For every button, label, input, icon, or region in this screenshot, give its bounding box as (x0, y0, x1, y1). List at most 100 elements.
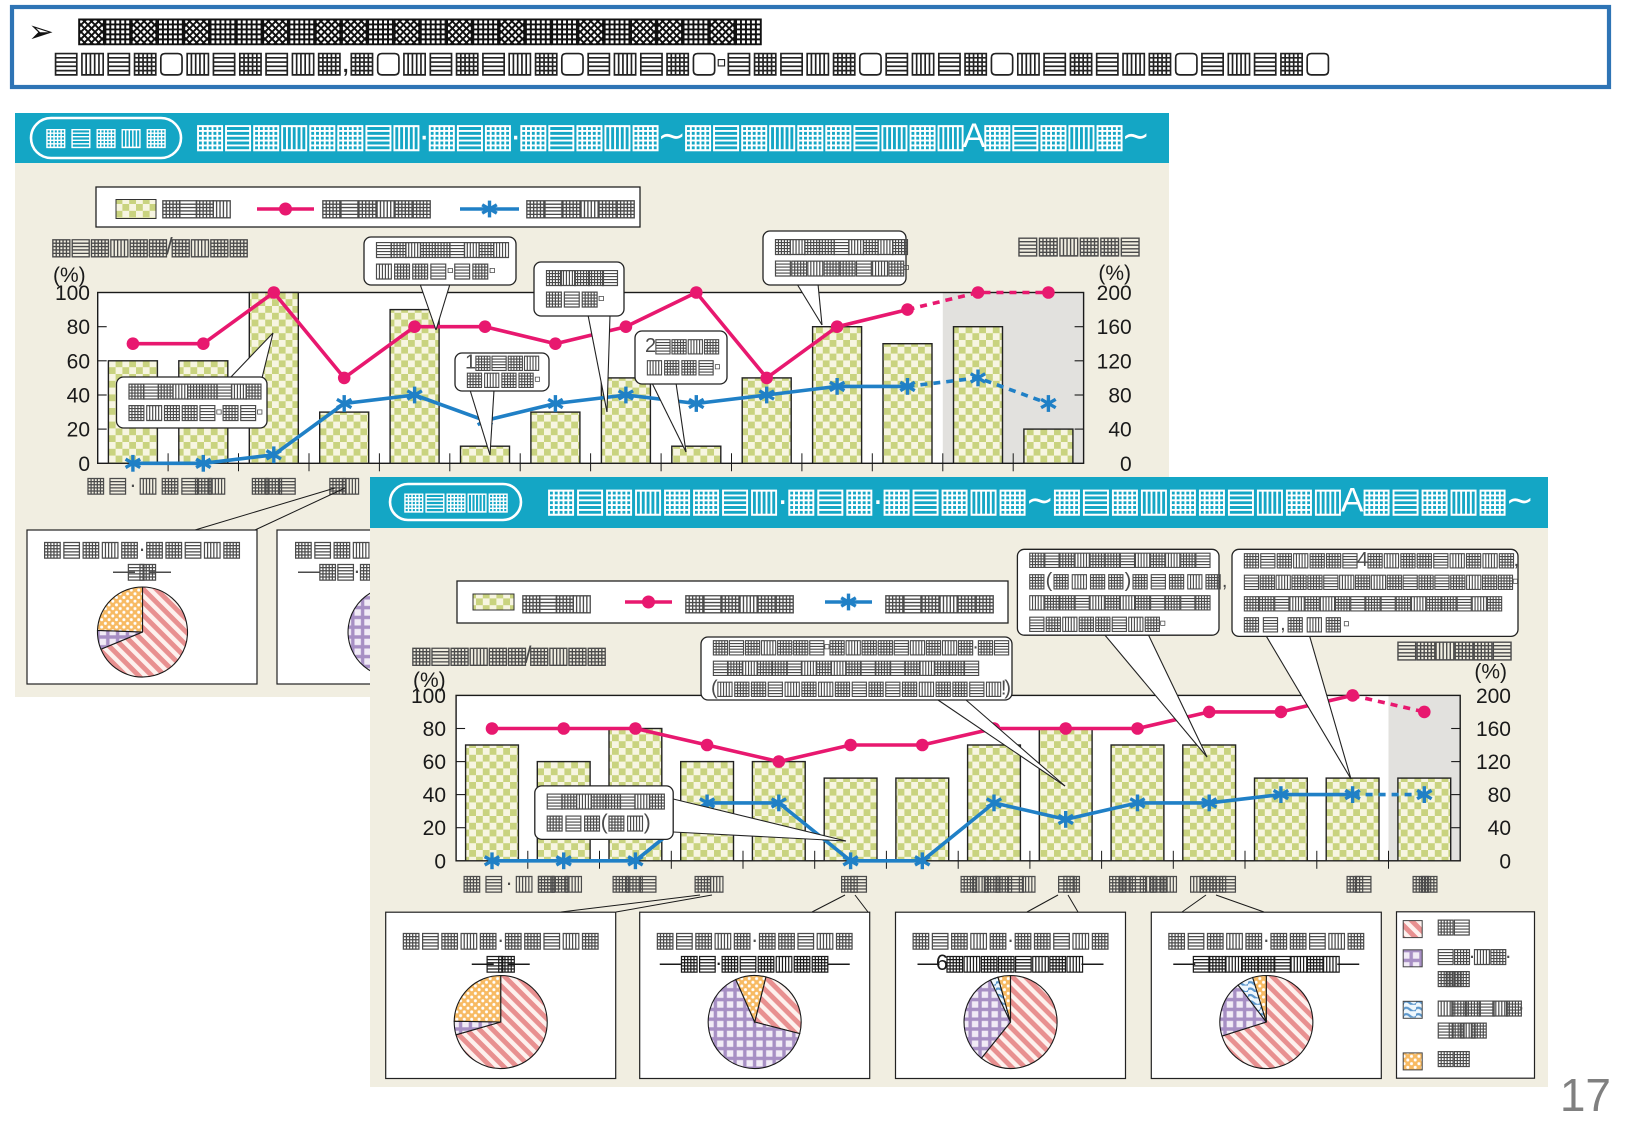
svg-text:▦▤▦▥▦▦: ▦▤▦▥▦▦ (683, 590, 796, 617)
svg-text:▦▥▦▦▫: ▦▥▦▦▫ (465, 369, 541, 391)
svg-text:60: 60 (423, 751, 446, 774)
svg-text:0: 0 (1120, 453, 1132, 476)
svg-text:▦▤▦▥▦▦/▦▥▦▦: ▦▤▦▥▦▦/▦▥▦▦ (50, 234, 250, 261)
svg-text:40: 40 (67, 385, 90, 408)
svg-text:17: 17 (1560, 1069, 1611, 1121)
svg-text:▦▤·▥▦: ▦▤·▥▦ (462, 870, 557, 895)
svg-text:80: 80 (67, 316, 90, 339)
svg-text:120: 120 (1476, 751, 1511, 774)
svg-text:▦▤▦▥▦: ▦▤▦▥▦ (402, 488, 510, 516)
svg-text:(%): (%) (53, 264, 86, 287)
svg-text:80: 80 (1108, 385, 1131, 408)
svg-text:▥▦▦▤▥▦·: ▥▦▦▤▥▦· (1436, 996, 1525, 1019)
svg-text:▦▤: ▦▤ (1345, 870, 1374, 895)
svg-text:▦▤▦▥▦·▦▦▤▥▦: ▦▤▦▥▦·▦▦▤▥▦ (1166, 927, 1366, 952)
svg-text:▤▦·▥▦·: ▤▦·▥▦· (1436, 945, 1512, 968)
svg-text:100: 100 (411, 685, 446, 708)
svg-text:(%): (%) (413, 669, 446, 692)
svg-text:80: 80 (1488, 784, 1511, 807)
svg-text:―▦▤·▦▤▦▥▦▦―: ―▦▤·▦▤▦▥▦▦― (660, 950, 850, 975)
svg-text:▦▥: ▦▥ (693, 870, 726, 895)
svg-text:▦▤▦▥▦▦/▦▥▦▦: ▦▤▦▥▦▦/▦▥▦▦ (410, 642, 608, 669)
svg-text:―▤▦―: ―▤▦― (472, 950, 530, 975)
svg-text:▦▤▦(▦▥): ▦▤▦(▦▥) (545, 811, 651, 834)
svg-text:▦▤▦▥▦▦▤▥·▦▤▦·▦▤▦▥▦∼▦▤▦▥▦▦▤▥▦▥A: ▦▤▦▥▦▦▤▥·▦▤▦·▦▤▦▥▦∼▦▤▦▥▦▦▤▥▦▥A▦▤▦▥▦∼ (545, 482, 1534, 520)
svg-text:20: 20 (423, 817, 446, 840)
svg-text:100: 100 (55, 282, 90, 305)
svg-text:▤▦▥▦▦▤▥▦▥: ▤▦▥▦▦▤▥▦▥ (374, 237, 511, 260)
svg-text:▦▥▦▦▤▥▦▥▦: ▦▥▦▦▤▥▦▥▦ (773, 234, 910, 257)
svg-text:2▤▦▥▦: 2▤▦▥▦ (645, 335, 721, 357)
svg-text:▤▦▥▦▦▤: ▤▦▥▦▦▤ (1395, 636, 1514, 664)
svg-text:▦▤▦▥: ▦▤▦▥ (160, 195, 233, 222)
svg-text:▤▦▥: ▤▦▥ (179, 472, 227, 497)
svg-text:▦▥: ▦▥ (327, 472, 361, 497)
svg-text:▤▦▥▦▦▤▥▦▫: ▤▦▥▦▦▤▥▦▫ (773, 256, 910, 279)
svg-text:▦▤▦▥▦·▦▦▤▥▦: ▦▤▦▥▦·▦▦▤▥▦ (401, 927, 601, 952)
svg-text:▦(▦▥▦▦)▦▤▦▥▦,: ▦(▦▥▦▦)▦▤▦▥▦, (1027, 570, 1227, 592)
svg-text:▥▦▦▤▥▦▥▦▤▦▤▦: ▥▦▦▤▥▦▥▦▤▦▤▦ (1027, 591, 1212, 613)
svg-text:200: 200 (1097, 282, 1132, 305)
svg-text:40: 40 (423, 784, 446, 807)
svg-text:160: 160 (1097, 316, 1132, 339)
svg-text:▦▤▦▥: ▦▤▦▥ (520, 590, 593, 617)
svg-text:(%): (%) (1098, 262, 1131, 285)
svg-text:40: 40 (1488, 817, 1511, 840)
svg-text:▦▦: ▦▦ (1436, 1047, 1472, 1070)
svg-text:1▦▤▦▥: 1▦▤▦▥ (465, 352, 541, 374)
svg-text:▦▤: ▦▤ (839, 870, 869, 895)
svg-text:0: 0 (1499, 850, 1511, 873)
svg-text:(%): (%) (1474, 661, 1507, 684)
svg-text:▤▦▥▦▦▤▥▦: ▤▦▥▦▦▤▥▦ (545, 789, 667, 812)
svg-text:▦▤·▥▦: ▦▤·▥▦ (85, 472, 180, 497)
svg-text:(▥▦▦▤▥▦▥▦▤▦▤▦▥▦▦▤▥!): (▥▦▦▤▥▦▥▦▤▦▤▦▥▦▦▤▥!) (711, 677, 1011, 699)
svg-text:▥▦▦▤▫: ▥▦▦▤▫ (645, 356, 721, 378)
svg-text:20: 20 (67, 419, 90, 442)
svg-text:60: 60 (67, 350, 90, 373)
svg-text:▩▦▩▦▩▦▦▩▦▩▩▦▩▦▩▦▩▦▦▩▦▩▩▦▩▦: ▩▦▩▦▩▦▦▩▦▩▩▦▩▦▩▦▩▦▦▩▦▩▩▦▩▦ (75, 10, 765, 49)
svg-text:120: 120 (1097, 350, 1132, 373)
svg-text:➢: ➢ (28, 14, 54, 49)
svg-text:▦▤▦▥▦▦: ▦▤▦▥▦▦ (883, 590, 996, 617)
svg-text:▦▤: ▦▤ (1436, 915, 1472, 938)
svg-text:▦▤▦▥▦▦▤▥▦: ▦▤▦▥▦▦▤▥▦ (127, 379, 264, 402)
svg-text:▦▥▦▦▤: ▦▥▦▦▤ (544, 265, 620, 288)
svg-text:▤▦▥: ▤▦▥ (536, 870, 584, 895)
svg-text:―▤▦▥▦▦▤▥▦▥―: ―▤▦▥▦▦▤▥▦▥― (1173, 950, 1359, 975)
svg-text:▦▤▦▥▦▦▤▫▦▥▦▦▤▥▦▥▦·▦▤: ▦▤▦▥▦▦▤▫▦▥▦▦▤▥▦▥▦·▦▤ (711, 636, 1011, 658)
svg-text:▦▤▦▥▦▦: ▦▤▦▥▦▦ (320, 195, 433, 222)
svg-text:80: 80 (423, 718, 446, 741)
svg-text:200: 200 (1476, 685, 1511, 708)
svg-text:▤▦▥▦: ▤▦▥▦ (1436, 1018, 1489, 1041)
svg-text:▦▥▦: ▦▥▦ (1436, 966, 1472, 989)
svg-text:▦▦▤: ▦▦▤ (250, 472, 298, 497)
svg-text:―6▦▥▦▦▤▥▦▥―: ―6▦▥▦▦▤▥▦▥― (918, 950, 1104, 975)
svg-text:160: 160 (1476, 718, 1511, 741)
svg-text:▥▦▦▤▫▤▦▫: ▥▦▦▤▫▤▦▫ (374, 259, 496, 282)
svg-text:▦▤▦▥▦▦▤4▦▥▦▦▤▥▦▥▦,: ▦▤▦▥▦▦▤4▦▥▦▦▤▥▦▥▦, (1242, 549, 1519, 571)
svg-text:▦▤▦▥▦▦: ▦▤▦▥▦▦ (524, 195, 637, 222)
svg-text:▤▦▥▦▦▤▥▦▥▦▤▦▤▦▥▦▦▤: ▤▦▥▦▦▤▥▦▥▦▤▦▤▦▥▦▦▤ (711, 657, 981, 679)
svg-text:▤▦: ▤▦ (1056, 870, 1082, 895)
svg-text:▦▤▦▥▦▦▤▥▦▥▦▤: ▦▤▦▥▦▦▤▥▦▥▦▤ (1027, 548, 1212, 570)
svg-text:▥▦▦▤: ▥▦▦▤ (1188, 870, 1238, 895)
svg-text:▦▤▦▥▦·▦▦▤▥▦: ▦▤▦▥▦·▦▦▤▥▦ (911, 927, 1111, 952)
svg-text:▦▦▤: ▦▦▤ (611, 870, 659, 895)
svg-text:▦▤,▦▥▦▫: ▦▤,▦▥▦▫ (1242, 613, 1350, 635)
svg-text:▤▦▥▦▦▤: ▤▦▥▦▦▤ (1016, 232, 1142, 260)
svg-text:0: 0 (78, 453, 90, 476)
svg-text:▦▤▦▥▦·▦▦▤▥▦: ▦▤▦▥▦·▦▦▤▥▦ (42, 536, 242, 561)
svg-text:▦▦▤▥▦▥: ▦▦▤▥▦▥ (1107, 870, 1179, 895)
svg-text:▦▥▦▦▤▥: ▦▥▦▦▤▥ (959, 870, 1038, 895)
svg-text:▦▤▦▥▦·▦▦▤▥▦: ▦▤▦▥▦·▦▦▤▥▦ (655, 927, 855, 952)
svg-text:▦▦: ▦▦ (1411, 870, 1440, 895)
svg-text:▤▦▥▦▦▤▥▦▥▦▤▦▤▦▥▦▦▫: ▤▦▥▦▦▤▥▦▥▦▤▦▤▦▥▦▦▫ (1242, 570, 1519, 592)
svg-text:▦▥▦▦▤▫▦▤▫: ▦▥▦▦▤▫▦▤▫ (127, 401, 264, 424)
svg-text:▤▥▤▦▢▥▤▦▤▥▦,▦▢▥▤▦▤▥▦▢▤▥▤▦▢▫▤▦▤: ▤▥▤▦▢▥▤▦▤▥▦,▦▢▥▤▦▤▥▦▢▤▥▤▦▢▫▤▦▤▥▦▢▤▥▤▦▢▥▤… (52, 46, 1332, 79)
svg-text:0: 0 (434, 850, 446, 873)
svg-text:▦▤▦▥▦▦▤▥·▦▤▦·▦▤▦▥▦∼▦▤▦▥▦▦▤▥▦▥A: ▦▤▦▥▦▦▤▥·▦▤▦·▦▤▦▥▦∼▦▤▦▥▦▦▤▥▦▥A▦▤▦▥▦∼ (194, 117, 1150, 155)
svg-text:―▤▦―: ―▤▦― (113, 558, 171, 583)
svg-text:40: 40 (1108, 419, 1131, 442)
svg-text:▦▤▦▫: ▦▤▦▫ (544, 287, 605, 310)
svg-text:▦▦▤▥▦▥▦▤▦▤▦▥▦▦▤▥▦: ▦▦▤▥▦▥▦▤▦▤▦▥▦▦▤▥▦ (1242, 592, 1504, 614)
